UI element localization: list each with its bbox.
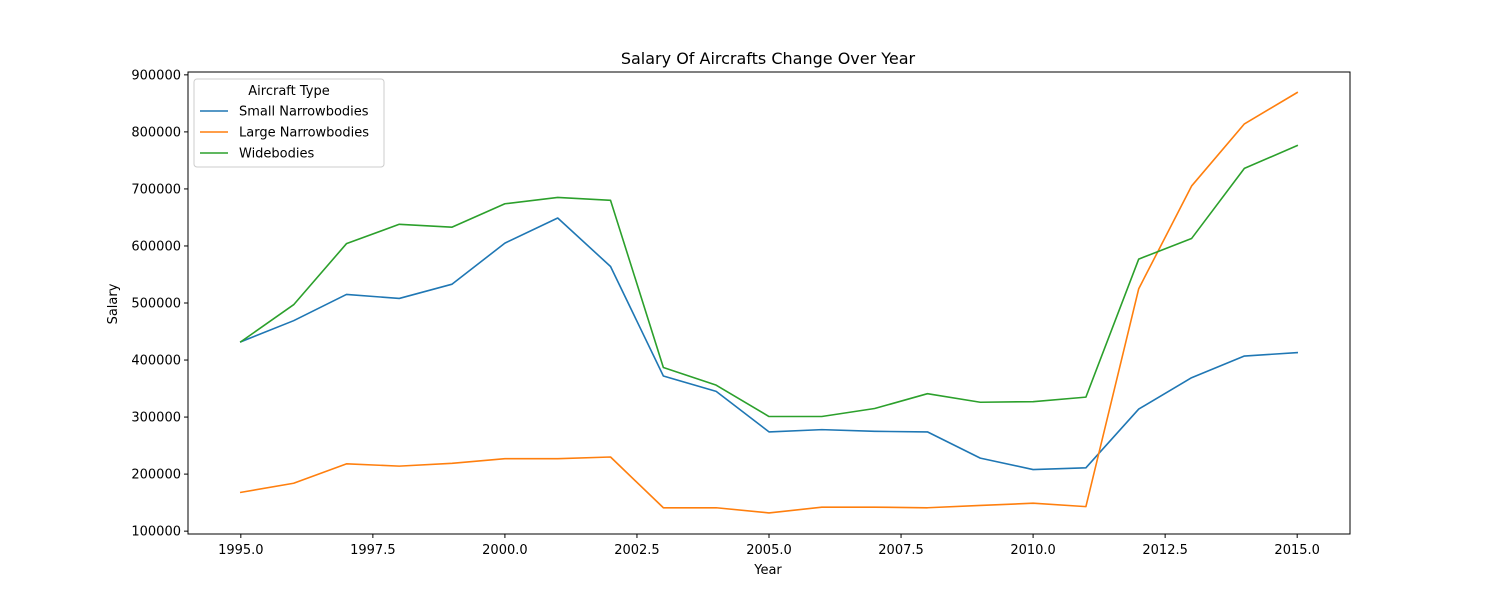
y-tick-label: 300000 [131,411,181,426]
x-tick-label: 2007.5 [878,543,924,558]
series-line-large-narrowbodies [239,91,1299,514]
legend: Aircraft Type Small Narrowbodies Large Na… [193,78,385,168]
x-axis-label: Year [753,563,782,578]
x-tick-label: 1997.5 [350,543,396,558]
x-axis: 1995.0 1997.5 2000.0 2002.5 2005.0 2007.5 2010… [218,534,1320,558]
y-tick-label: 200000 [131,468,181,483]
y-tick-label: 100000 [131,525,181,540]
legend-entry-label: Widebodies [239,147,314,162]
y-tick-label: 500000 [131,297,181,312]
x-tick-label: 2015.0 [1274,543,1320,558]
x-tick-label: 2005.0 [746,543,792,558]
plot-frame [187,71,1351,535]
legend-title: Aircraft Type [248,84,329,99]
y-axis: 100000 200000 300000 400000 500000 600000 7000… [131,68,188,540]
x-tick-label: 2002.5 [614,543,660,558]
y-tick-label: 400000 [131,354,181,369]
legend-box [193,78,385,168]
x-tick-label: 2010.0 [1010,543,1056,558]
x-tick-label: 1995.0 [218,543,264,558]
y-tick-label: 900000 [131,68,181,83]
y-axis-label: Salary [106,283,121,324]
y-tick-label: 700000 [131,182,181,197]
legend-entry-label: Large Narrowbodies [239,126,369,141]
chart-title: Salary Of Aircrafts Change Over Year [621,49,916,68]
series-line-widebodies [239,144,1299,418]
x-tick-label: 2012.5 [1142,543,1188,558]
y-tick-label: 800000 [131,125,181,140]
x-tick-label: 2000.0 [482,543,528,558]
y-tick-label: 600000 [131,239,181,254]
legend-entry-label: Small Narrowbodies [239,105,369,120]
series-line-small-narrowbodies [239,217,1299,471]
plot-series [239,91,1299,514]
